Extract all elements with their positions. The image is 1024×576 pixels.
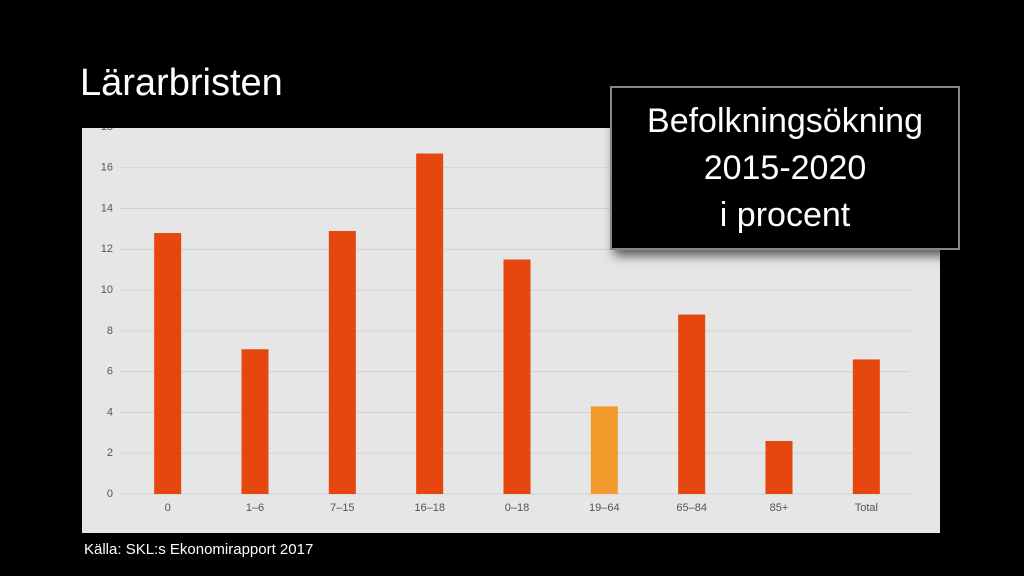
bar bbox=[590, 406, 618, 494]
y-tick-label: 14 bbox=[101, 202, 113, 214]
y-tick-label: 18 bbox=[101, 121, 113, 133]
overlay-line: i procent bbox=[719, 195, 851, 234]
y-tick-label: 10 bbox=[101, 284, 113, 296]
y-tick-label: 2 bbox=[107, 447, 113, 459]
x-tick-label: 0 bbox=[165, 502, 171, 514]
y-tick-label: 0 bbox=[107, 488, 113, 500]
bar bbox=[328, 230, 356, 494]
x-tick-label: Total bbox=[855, 502, 878, 514]
bar bbox=[765, 440, 793, 494]
chart: 0 2 4 6 8 10 12 14 16 18 0 1–6 7–15 16–18 0–18 19–64 65–… bbox=[101, 121, 910, 514]
x-tick-label: 0–18 bbox=[505, 502, 529, 514]
bar bbox=[416, 153, 444, 494]
overlay-box: Befolkningsökning 2015-2020 i procent bbox=[610, 86, 960, 250]
y-tick-label: 6 bbox=[107, 366, 113, 378]
y-tick-label: 8 bbox=[107, 325, 113, 337]
x-tick-label: 16–18 bbox=[414, 502, 445, 514]
y-tick-label: 4 bbox=[107, 406, 113, 418]
overlay-line: 2015-2020 bbox=[703, 148, 867, 187]
slide-title: Lärarbristen bbox=[80, 62, 283, 104]
bar bbox=[852, 359, 880, 494]
bar bbox=[154, 233, 182, 494]
source-note: Källa: SKL:s Ekonomirapport 2017 bbox=[84, 541, 314, 558]
bar bbox=[241, 349, 269, 494]
y-tick-label: 16 bbox=[101, 162, 113, 174]
x-tick-label: 85+ bbox=[770, 502, 789, 514]
x-tick-label: 19–64 bbox=[589, 502, 620, 514]
y-tick-label: 12 bbox=[101, 243, 113, 255]
x-tick-label: 1–6 bbox=[246, 502, 264, 514]
bar bbox=[678, 314, 706, 494]
x-tick-label: 7–15 bbox=[330, 502, 354, 514]
x-tick-label: 65–84 bbox=[676, 502, 707, 514]
bar bbox=[503, 259, 531, 494]
overlay-line: Befolkningsökning bbox=[647, 101, 923, 140]
